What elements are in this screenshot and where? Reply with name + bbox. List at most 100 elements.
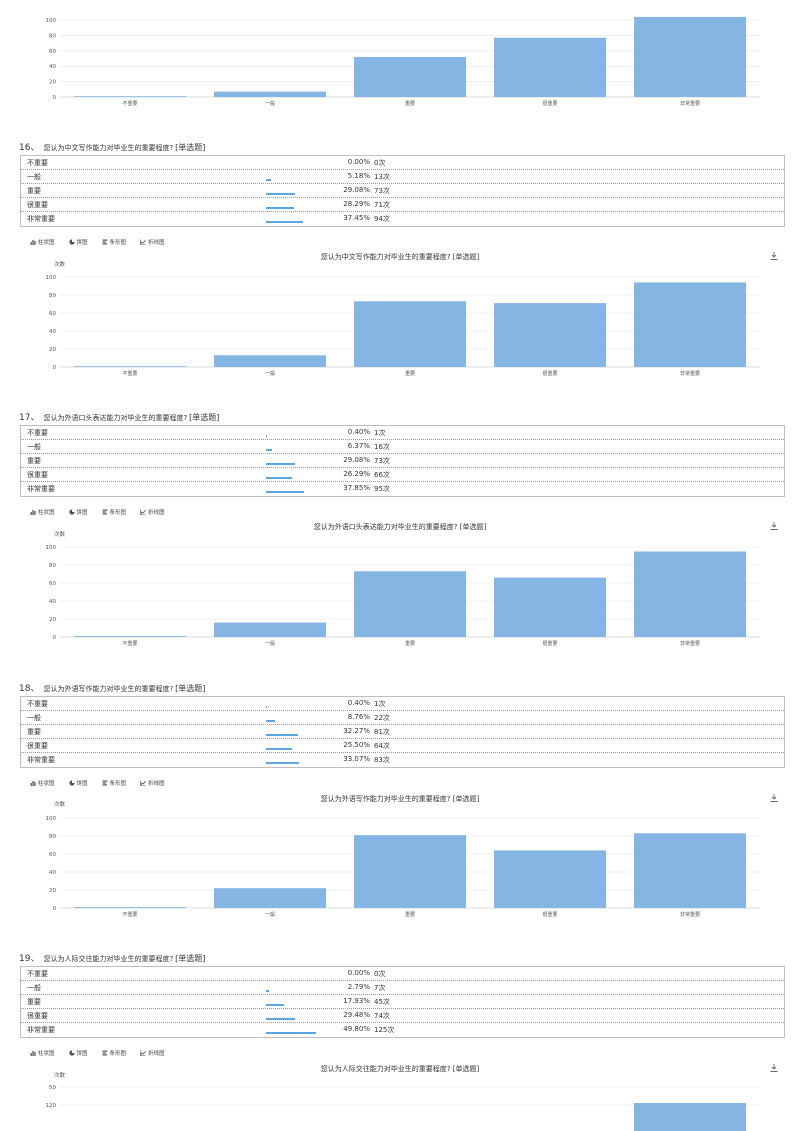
option-label: 不重要	[27, 700, 48, 708]
percentage-bar	[266, 477, 293, 479]
count-value: 83次	[374, 756, 390, 764]
chart-type-button[interactable]: 柱状图	[30, 779, 55, 787]
option-label: 非常重要	[27, 485, 55, 493]
option-label: 非常重要	[27, 215, 55, 223]
table-row: 很重要 26.29% 66次	[21, 468, 784, 482]
chart-type-button[interactable]: 折线图	[140, 779, 165, 787]
chart-type-button[interactable]: 柱状图	[30, 238, 55, 246]
table-row: 一般 5.18% 13次	[21, 170, 784, 184]
bar[interactable]	[354, 835, 466, 908]
bar[interactable]	[74, 907, 186, 908]
download-icon[interactable]	[769, 1063, 779, 1073]
bar[interactable]	[74, 636, 186, 637]
percentage-bar	[266, 1032, 316, 1034]
chart-type-button[interactable]: 柱状图	[30, 1049, 55, 1057]
bar[interactable]	[494, 850, 606, 908]
percentage-bar	[266, 748, 292, 750]
bar[interactable]	[214, 888, 326, 908]
table-row: 不重要 0.00% 0次	[21, 156, 784, 170]
chart-type-label: 折线图	[148, 240, 165, 246]
percentage-value: 33.07%	[343, 755, 370, 763]
chart-block-15: 0 20 40 60 80 100 不重要 一般 重要 很重要 非常重要	[0, 0, 800, 107]
bar[interactable]	[494, 303, 606, 367]
y-tick-label: 80	[49, 33, 56, 39]
x-tick-label: 不重要	[122, 911, 137, 918]
bar[interactable]	[354, 56, 466, 97]
chart-type-button[interactable]: 条形图	[102, 779, 126, 787]
y-tick-label: 40	[49, 599, 56, 605]
x-tick-label: 重要	[405, 370, 415, 377]
percentage-bar	[266, 491, 304, 493]
option-label: 很重要	[27, 742, 48, 750]
bar[interactable]	[634, 1103, 746, 1131]
line-chart-icon	[140, 509, 146, 515]
bar[interactable]	[214, 91, 326, 97]
bar[interactable]	[634, 551, 746, 638]
y-tick-label: 20	[49, 80, 56, 86]
bar[interactable]	[74, 96, 186, 97]
question-text: 您认为人际交往能力对毕业生的重要程度?	[43, 955, 174, 963]
percentage-bar	[266, 990, 269, 992]
table-row: 一般 8.76% 22次	[21, 711, 784, 725]
bar[interactable]	[74, 366, 186, 367]
chart-type-label: 折线图	[148, 1051, 165, 1057]
percentage-bar	[266, 762, 300, 764]
bar[interactable]	[214, 355, 326, 367]
bar[interactable]	[634, 282, 746, 367]
percentage-bar	[266, 207, 295, 209]
chart-type-button[interactable]: 饼图	[68, 779, 88, 787]
chart-type-button[interactable]: 条形图	[102, 238, 126, 246]
x-tick-label: 非常重要	[680, 100, 700, 107]
chart-type-button[interactable]: 条形图	[102, 508, 126, 516]
table-row: 重要 17.93% 45次	[21, 995, 784, 1009]
chart-type-button[interactable]: 柱状图	[30, 508, 55, 516]
bar[interactable]	[494, 577, 606, 637]
chart-type-button[interactable]: 饼图	[68, 508, 88, 516]
x-tick-label: 很重要	[542, 911, 557, 918]
question-16-title: 16、 您认为中文写作能力对毕业生的重要程度? [单选题]	[19, 140, 205, 153]
chart-type-button[interactable]: 饼图	[68, 238, 88, 246]
bar[interactable]	[214, 622, 326, 637]
pie-chart-icon	[68, 509, 75, 515]
x-tick-label: 不重要	[122, 100, 137, 107]
option-label: 非常重要	[27, 1026, 55, 1034]
chart-type-button[interactable]: 折线图	[140, 508, 165, 516]
bar[interactable]	[494, 37, 606, 97]
count-value: 66次	[374, 471, 390, 479]
percentage-value: 29.48%	[343, 1011, 370, 1019]
horizontal-bar-icon	[102, 780, 108, 786]
chart-title: 您认为人际交往能力对毕业生的重要程度? [单选题]	[320, 1065, 480, 1073]
x-tick-label: 一般	[265, 100, 275, 107]
download-icon[interactable]	[769, 251, 779, 261]
horizontal-bar-icon	[102, 509, 108, 515]
bar[interactable]	[354, 301, 466, 367]
chart-type-button[interactable]: 折线图	[140, 1049, 165, 1057]
y-tick-label: 50	[49, 1085, 56, 1091]
chart-block-17: 您认为外语口头表达能力对毕业生的重要程度? [单选题] 0 20 40 60 80 100…	[0, 520, 800, 650]
chart-type-button[interactable]: 折线图	[140, 238, 165, 246]
chart-type-toolbar-17: 柱状图 饼图 条形图 折线图	[30, 508, 179, 518]
chart-type-button[interactable]: 饼图	[68, 1049, 88, 1057]
question-number: 19、	[19, 954, 40, 964]
bar[interactable]	[354, 571, 466, 637]
x-tick-label: 不重要	[122, 370, 137, 377]
count-value: 73次	[374, 187, 390, 195]
pie-chart-icon	[68, 239, 75, 245]
percentage-value: 17.93%	[343, 997, 370, 1005]
option-label: 不重要	[27, 970, 48, 978]
table-row: 非常重要 33.07% 83次	[21, 753, 784, 767]
table-row: 不重要 0.00% 0次	[21, 967, 784, 981]
chart-block-19: 您认为人际交往能力对毕业生的重要程度? [单选题] 120 50 次数	[0, 1062, 800, 1131]
chart-type-button[interactable]: 条形图	[102, 1049, 126, 1057]
chart-type-toolbar-19: 柱状图 饼图 条形图 折线图	[30, 1049, 179, 1059]
percentage-value: 2.79%	[347, 983, 370, 991]
x-tick-label: 重要	[405, 640, 415, 647]
bar[interactable]	[634, 16, 746, 98]
download-icon[interactable]	[769, 793, 779, 803]
download-icon[interactable]	[769, 521, 779, 531]
percentage-value: 49.80%	[343, 1025, 370, 1033]
chart-type-toolbar-16: 柱状图 饼图 条形图 折线图	[30, 238, 179, 248]
bar[interactable]	[634, 833, 746, 908]
y-axis-unit-label: 次数	[54, 530, 66, 538]
